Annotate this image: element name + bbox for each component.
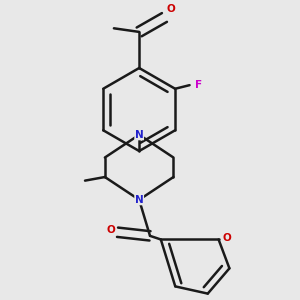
Text: F: F — [195, 80, 202, 90]
Text: O: O — [222, 233, 231, 243]
Text: N: N — [135, 130, 143, 140]
Text: O: O — [166, 4, 175, 14]
Text: O: O — [107, 225, 116, 236]
Text: N: N — [135, 195, 143, 205]
